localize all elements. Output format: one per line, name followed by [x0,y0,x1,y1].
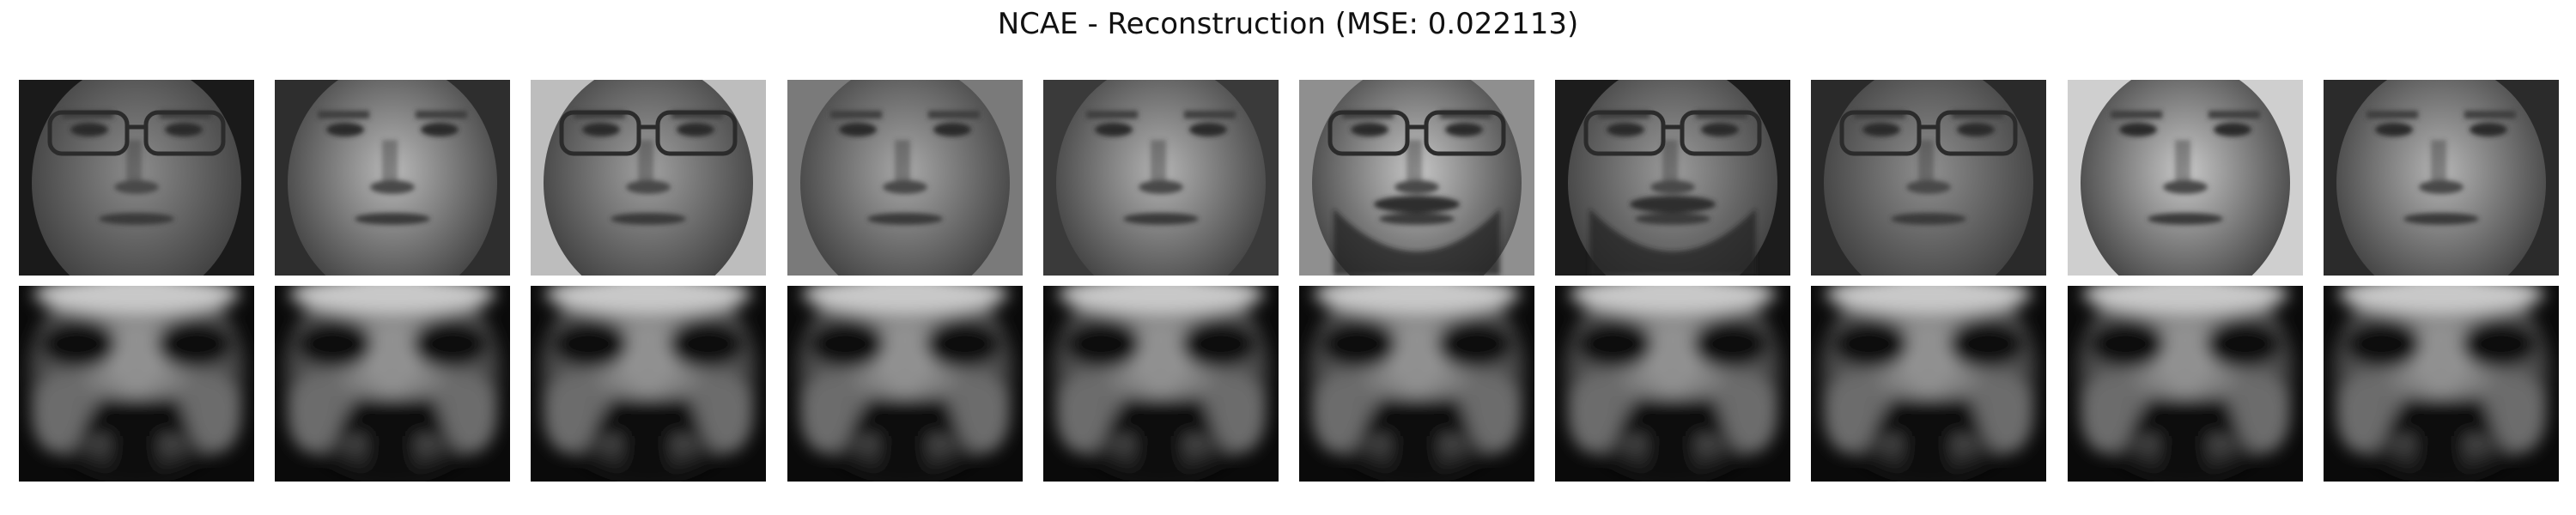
face-image [275,80,510,276]
original-face-6 [1299,80,1534,276]
glasses [1583,110,1762,156]
face-image [2324,80,2559,276]
glasses [1839,110,2018,156]
face-image [1811,286,2046,482]
original-face-1 [19,80,254,276]
original-face-10 [2324,80,2559,276]
reconstructed-face-6 [1299,286,1534,482]
original-face-8 [1811,80,2046,276]
glasses [559,110,738,156]
face-image [2068,286,2303,482]
figure-title: NCAE - Reconstruction (MSE: 0.022113) [997,7,1579,41]
face-image [1043,80,1279,276]
face-image [531,80,766,276]
face-image [787,80,1023,276]
glasses [1327,110,1506,156]
face-image [1555,286,1790,482]
reconstructed-face-9 [2068,286,2303,482]
reconstructed-face-7 [1555,286,1790,482]
original-face-4 [787,80,1023,276]
face-image [1043,286,1279,482]
face-image [1299,80,1534,276]
face-image [1299,286,1534,482]
face-image [1811,80,2046,276]
reconstructed-face-8 [1811,286,2046,482]
face-image [2324,286,2559,482]
face-image [275,286,510,482]
face-image [19,286,254,482]
reconstructed-face-10 [2324,286,2559,482]
reconstructed-face-5 [1043,286,1279,482]
original-face-5 [1043,80,1279,276]
reconstructed-face-1 [19,286,254,482]
face-image [1555,80,1790,276]
face-image [2068,80,2303,276]
reconstructed-face-4 [787,286,1023,482]
original-face-3 [531,80,766,276]
reconstructed-face-2 [275,286,510,482]
original-face-7 [1555,80,1790,276]
reconstructed-face-3 [531,286,766,482]
face-image [531,286,766,482]
glasses [47,110,226,156]
face-image [19,80,254,276]
face-image [787,286,1023,482]
original-face-2 [275,80,510,276]
original-face-9 [2068,80,2303,276]
